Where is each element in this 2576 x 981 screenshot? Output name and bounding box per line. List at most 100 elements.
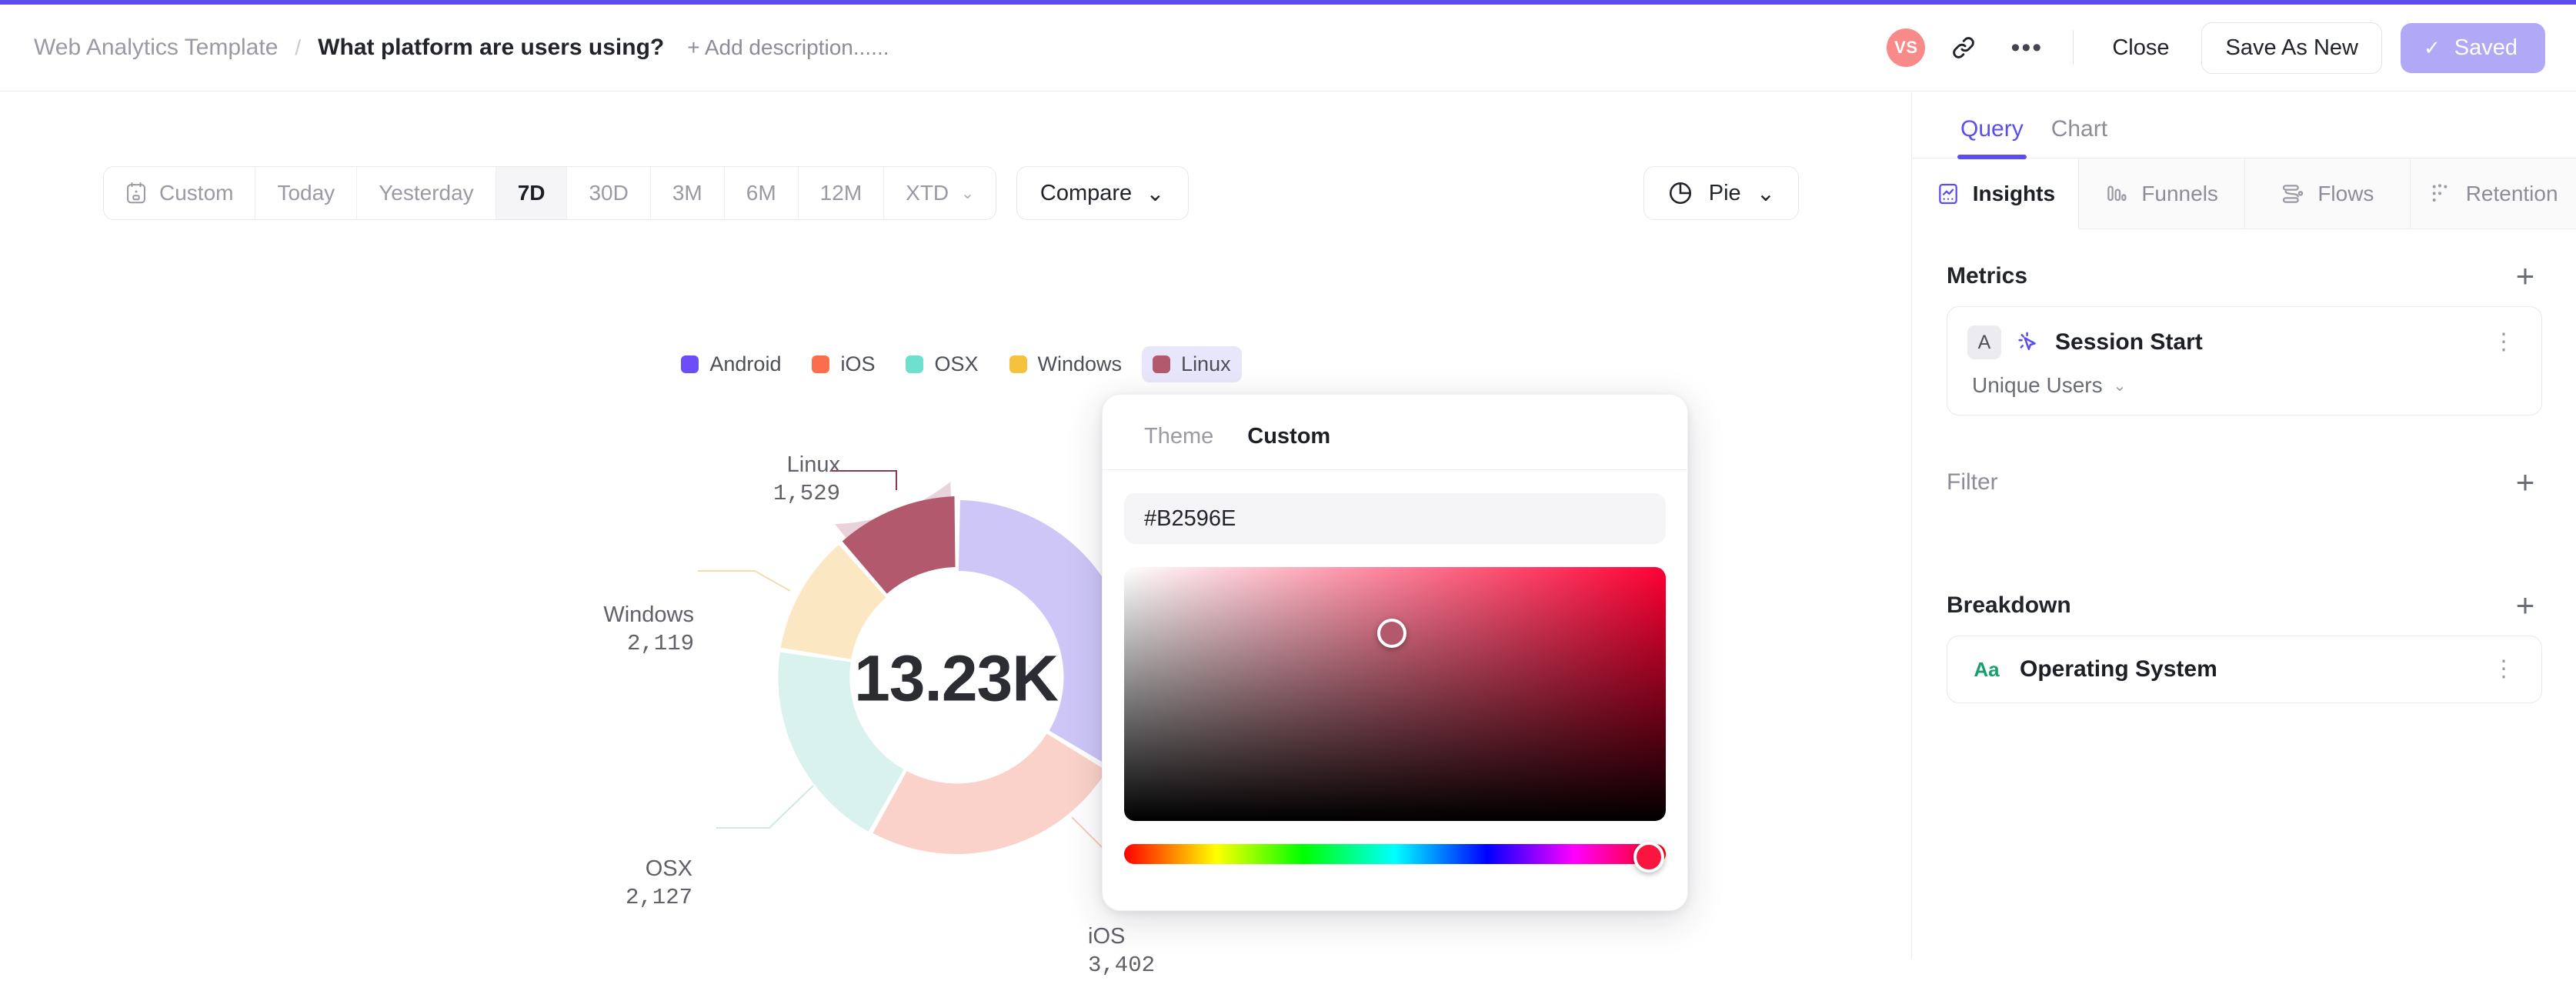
legend-swatch-ios: [812, 355, 830, 373]
tab-retention[interactable]: Retention: [2411, 158, 2576, 229]
add-filter-button[interactable]: +: [2515, 464, 2535, 500]
slice-ios: [872, 733, 1106, 854]
right-sidebar: Query Chart Insights Funnels: [1913, 92, 2576, 959]
date-range-12m[interactable]: 12M: [798, 167, 885, 219]
donut-chart: 13.23K Linux 1,529 Windows 2,119 OSX 2,1…: [0, 377, 1912, 978]
metric-card[interactable]: A Session Start ⋮ Unique Users ⌄: [1947, 306, 2542, 415]
tab-query[interactable]: Query: [1947, 116, 2037, 159]
slice-osx: [777, 652, 904, 832]
app-header: Web Analytics Template / What platform a…: [0, 5, 2576, 92]
date-range-custom[interactable]: Custom: [104, 167, 256, 219]
legend-swatch-linux: [1153, 355, 1171, 373]
tab-funnels[interactable]: Funnels: [2078, 158, 2245, 229]
breakdown-card[interactable]: Aa Operating System ⋮: [1947, 636, 2542, 703]
date-range-xtd-label: XTD: [906, 181, 949, 205]
link-icon[interactable]: [1939, 23, 1988, 72]
legend-item-linux[interactable]: Linux: [1142, 346, 1242, 382]
date-range-12m-label: 12M: [819, 181, 863, 205]
ellipsis-glyph: •••: [2010, 32, 2044, 62]
date-range-6m[interactable]: 6M: [724, 167, 799, 219]
hue-slider[interactable]: [1124, 844, 1666, 864]
metric-aggregation-dropdown[interactable]: Unique Users ⌄: [1972, 373, 2521, 398]
breadcrumb: Web Analytics Template / What platform a…: [0, 35, 889, 61]
saved-button[interactable]: ✓ Saved: [2400, 22, 2545, 73]
hue-slider-row: [1124, 842, 1666, 873]
tab-flows-label: Flows: [2317, 181, 2374, 205]
color-picker-tabs: Theme Custom: [1103, 395, 1687, 470]
legend-item-android[interactable]: Android: [670, 346, 792, 382]
query-tabs: Query Chart: [1913, 92, 2576, 159]
filter-title: Filter: [1947, 469, 1998, 495]
legend-label-linux: Linux: [1181, 352, 1231, 375]
compare-button[interactable]: Compare ⌄: [1016, 166, 1189, 220]
date-range-today-label: Today: [277, 181, 335, 205]
legend-item-osx[interactable]: OSX: [895, 346, 989, 382]
chart-legend: Android iOS OSX Windows Linux: [0, 346, 1912, 382]
breakdown-badge: Aa: [1974, 657, 2000, 681]
leader-line-windows: [697, 570, 790, 592]
main-panel: Custom Today Yesterday 7D 30D 3M 6M 12M: [0, 92, 1912, 978]
color-picker-tab-custom[interactable]: Custom: [1247, 424, 1331, 449]
chart-type-button[interactable]: Pie ⌄: [1643, 166, 1799, 220]
legend-swatch-osx: [906, 355, 924, 373]
hex-input[interactable]: #B2596E: [1124, 493, 1666, 544]
analysis-type-tabs: Insights Funnels Flows: [1913, 158, 2576, 229]
hex-input-value: #B2596E: [1144, 506, 1236, 531]
funnels-icon: [2107, 185, 2127, 201]
legend-label-ios: iOS: [840, 352, 876, 375]
retention-icon: [2432, 183, 2448, 202]
tab-insights-label: Insights: [1972, 181, 2056, 205]
date-range-xtd[interactable]: XTD ⌄: [884, 167, 996, 219]
chevron-down-icon: ⌄: [2113, 377, 2127, 395]
tab-insights[interactable]: Insights: [1913, 158, 2079, 229]
add-breakdown-button[interactable]: +: [2515, 587, 2535, 623]
leader-line-linux: [831, 470, 897, 490]
metric-card-row: A Session Start ⋮: [1967, 325, 2521, 359]
metrics-title: Metrics: [1947, 263, 2028, 289]
leader-line-osx: [716, 785, 814, 829]
date-range-yesterday-label: Yesterday: [379, 181, 474, 205]
chart-type-label: Pie: [1708, 180, 1741, 205]
color-picker-tab-theme[interactable]: Theme: [1144, 424, 1214, 449]
calendar-icon: [127, 182, 145, 204]
breakdown-name: Operating System: [2020, 656, 2217, 682]
compare-label: Compare: [1039, 180, 1133, 205]
date-range-6m-label: 6M: [746, 181, 776, 205]
date-range-7d-label: 7D: [517, 181, 546, 205]
insights-icon: [1938, 183, 1957, 204]
avatar[interactable]: VS: [1887, 28, 1926, 67]
legend-item-ios[interactable]: iOS: [801, 346, 886, 382]
date-range-30d[interactable]: 30D: [567, 167, 651, 219]
chevron-down-icon: ⌄: [1146, 181, 1165, 206]
save-as-new-button[interactable]: Save As New: [2201, 22, 2382, 74]
legend-swatch-android: [681, 355, 699, 373]
ellipsis-icon[interactable]: •••: [2002, 23, 2051, 72]
page-title[interactable]: What platform are users using?: [318, 35, 665, 60]
saved-button-label: Saved: [2454, 35, 2518, 60]
date-range-yesterday[interactable]: Yesterday: [357, 167, 496, 219]
tab-chart[interactable]: Chart: [2050, 116, 2108, 142]
legend-item-windows[interactable]: Windows: [999, 346, 1133, 382]
donut-chart-svg[interactable]: [610, 377, 1303, 959]
saturation-handle[interactable]: [1377, 619, 1406, 648]
breakdown-kebab-menu[interactable]: ⋮: [2492, 656, 2515, 682]
legend-label-osx: OSX: [934, 352, 979, 375]
add-metric-button[interactable]: +: [2515, 258, 2535, 294]
flows-icon: [2283, 184, 2304, 203]
donut-center-value: 13.23K: [854, 642, 1059, 715]
metric-name: Session Start: [2055, 329, 2203, 355]
add-description-button[interactable]: + Add description......: [687, 35, 889, 59]
breadcrumb-separator: /: [295, 35, 302, 59]
metric-aggregation-label: Unique Users: [1972, 373, 2103, 397]
date-range-3m[interactable]: 3M: [650, 167, 725, 219]
date-range-7d[interactable]: 7D: [496, 167, 568, 219]
breadcrumb-root[interactable]: Web Analytics Template: [34, 35, 279, 60]
close-button[interactable]: Close: [2094, 25, 2187, 72]
date-range-today[interactable]: Today: [255, 167, 358, 219]
hue-slider-handle[interactable]: [1633, 842, 1664, 873]
metric-kebab-menu[interactable]: ⋮: [2492, 329, 2515, 355]
legend-label-android: Android: [709, 352, 782, 375]
saturation-brightness-area[interactable]: [1124, 567, 1666, 821]
tab-flows[interactable]: Flows: [2244, 158, 2411, 229]
chevron-down-icon: ⌄: [961, 185, 974, 202]
